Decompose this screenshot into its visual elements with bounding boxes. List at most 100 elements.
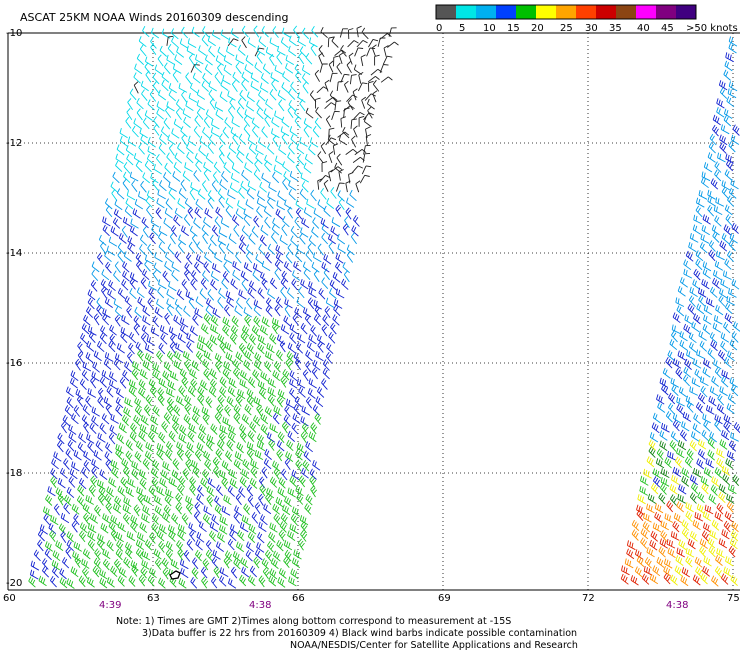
wind-barb: [53, 503, 60, 516]
wind-barb: [317, 199, 326, 210]
wind-barb: [203, 450, 211, 462]
wind-barb: [235, 541, 245, 553]
wind-barb: [303, 268, 311, 281]
wind-barb: [129, 272, 139, 283]
wind-barb: [142, 172, 150, 184]
wind-barb: [657, 402, 666, 413]
wind-barb: [94, 504, 102, 517]
wind-barb: [723, 566, 732, 577]
wind-barb: [108, 477, 117, 488]
wind-barb: [289, 323, 298, 335]
wind-barb: [245, 199, 254, 210]
wind-barb: [233, 511, 241, 524]
wind-barb: [318, 288, 326, 300]
wind-barb: [91, 458, 100, 470]
wind-barb: [290, 568, 299, 580]
wind-barb: [318, 45, 325, 57]
wind-barb: [283, 414, 291, 426]
wind-barb: [698, 392, 706, 405]
island-marker: [169, 570, 181, 580]
wind-barb: [186, 538, 194, 551]
wind-barb: [108, 521, 116, 533]
wind-barb: [157, 54, 164, 67]
wind-barb: [96, 340, 105, 353]
wind-barb: [186, 341, 194, 353]
wind-barb: [246, 91, 255, 103]
wind-barb: [345, 207, 352, 220]
wind-barb: [271, 117, 280, 128]
wind-barb: [219, 179, 228, 191]
wind-barb: [691, 482, 699, 495]
wind-barb: [225, 550, 233, 562]
wind-barb: [106, 245, 116, 256]
wind-barb: [106, 539, 114, 552]
wind-barb: [324, 79, 330, 92]
wind-barb: [91, 466, 98, 479]
wind-barb: [267, 540, 275, 553]
wind-barb: [714, 467, 723, 479]
wind-barb: [710, 484, 718, 496]
wind-barb: [154, 252, 163, 263]
wind-barb: [128, 379, 138, 390]
wind-barb: [380, 76, 393, 83]
wind-barb: [729, 233, 738, 244]
wind-barb: [125, 198, 134, 210]
wind-barb: [672, 419, 680, 432]
wind-barb: [221, 170, 229, 183]
wind-barb: [179, 38, 189, 49]
wind-barb: [170, 225, 178, 237]
wind-barb: [50, 515, 59, 526]
wind-barb: [283, 315, 291, 327]
wind-barb: [640, 528, 649, 540]
colorbar-swatches: [435, 4, 697, 20]
wind-barb: [716, 502, 724, 515]
wind-barb: [226, 243, 234, 255]
wind-barb: [672, 466, 682, 478]
wind-barb: [258, 137, 267, 148]
wind-barb: [70, 566, 79, 578]
wind-barb: [168, 530, 176, 542]
wind-barb: [114, 558, 121, 571]
wind-barb: [83, 512, 91, 525]
wind-barb: [156, 298, 165, 310]
wind-barb: [71, 413, 79, 425]
wind-barb: [388, 27, 397, 37]
wind-barb: [285, 54, 295, 65]
wind-barb: [213, 161, 221, 174]
wind-barb: [659, 430, 668, 441]
wind-barb: [659, 440, 668, 451]
wind-barb: [167, 134, 176, 145]
wind-barb: [139, 368, 148, 380]
wind-barb: [676, 447, 685, 459]
wind-barb: [337, 190, 345, 202]
wind-barb: [124, 397, 133, 408]
wind-barb: [712, 231, 720, 243]
wind-barb: [259, 325, 269, 336]
wind-barb: [108, 236, 118, 247]
wind-barb: [140, 414, 149, 426]
wind-barb: [223, 64, 232, 76]
wind-barb: [719, 288, 728, 299]
wind-barb: [139, 127, 148, 139]
wind-barb: [125, 547, 133, 560]
wind-barb: [287, 106, 294, 118]
wind-barb: [200, 477, 208, 489]
wind-barb: [247, 495, 254, 508]
wind-barb: [183, 549, 191, 562]
wind-barb: [71, 461, 80, 472]
wind-barb: [178, 241, 185, 253]
wind-barb: [211, 225, 219, 237]
wind-barb: [676, 305, 685, 317]
wind-barb: [307, 243, 314, 255]
wind-barb: [228, 233, 237, 245]
wind-barb: [117, 485, 126, 497]
wind-barb: [202, 232, 208, 245]
wind-barb: [707, 437, 716, 449]
wind-barb: [90, 280, 98, 292]
wind-barb: [115, 404, 123, 417]
wind-barb: [692, 279, 701, 290]
wind-barb: [295, 71, 302, 83]
wind-barb: [683, 268, 693, 279]
wind-barb: [291, 557, 301, 569]
wind-barb: [154, 64, 163, 75]
